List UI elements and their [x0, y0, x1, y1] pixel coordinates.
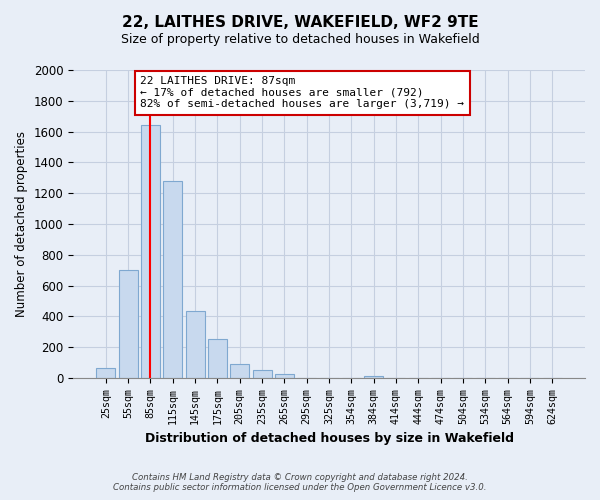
Y-axis label: Number of detached properties: Number of detached properties [15, 131, 28, 317]
Bar [275, 374, 294, 378]
Bar [230, 364, 249, 378]
Text: 22 LAITHES DRIVE: 87sqm
← 17% of detached houses are smaller (792)
82% of semi-d: 22 LAITHES DRIVE: 87sqm ← 17% of detache… [140, 76, 464, 110]
Text: 22, LAITHES DRIVE, WAKEFIELD, WF2 9TE: 22, LAITHES DRIVE, WAKEFIELD, WF2 9TE [122, 15, 478, 30]
Bar [96, 368, 115, 378]
Bar [208, 339, 227, 378]
Bar [119, 270, 137, 378]
Bar [141, 126, 160, 378]
Bar [163, 181, 182, 378]
Bar [185, 311, 205, 378]
X-axis label: Distribution of detached houses by size in Wakefield: Distribution of detached houses by size … [145, 432, 514, 445]
Text: Contains HM Land Registry data © Crown copyright and database right 2024.
Contai: Contains HM Land Registry data © Crown c… [113, 473, 487, 492]
Bar [364, 376, 383, 378]
Text: Size of property relative to detached houses in Wakefield: Size of property relative to detached ho… [121, 32, 479, 46]
Bar [253, 370, 272, 378]
